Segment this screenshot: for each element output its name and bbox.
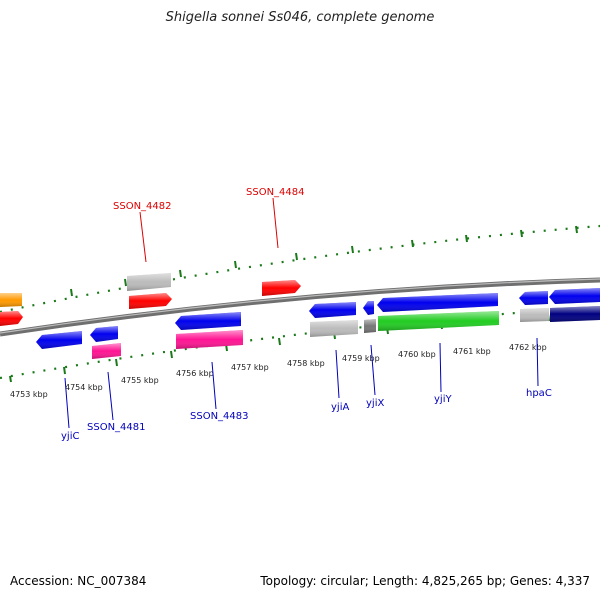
scale-label: 4761 kbp bbox=[453, 347, 491, 356]
gene-label-yjiX[interactable]: yjiX bbox=[366, 398, 384, 409]
scale-label: 4755 kbp bbox=[121, 376, 159, 385]
scale-label: 4760 kbp bbox=[398, 350, 436, 359]
gene-label-SSON_4482[interactable]: SSON_4482 bbox=[113, 201, 172, 212]
gene-label-hpaC[interactable]: hpaC bbox=[526, 388, 552, 399]
leader-hpaC bbox=[536, 337, 539, 387]
leader-yjiC bbox=[64, 377, 70, 429]
leader-yjiA bbox=[335, 349, 340, 399]
scale-label: 4762 kbp bbox=[509, 343, 547, 352]
gene-label-yjiY[interactable]: yjiY bbox=[434, 394, 452, 405]
gene-label-yjiC[interactable]: yjiC bbox=[61, 431, 79, 442]
scale-label: 4758 kbp bbox=[287, 359, 325, 368]
scale-label: 4756 kbp bbox=[176, 369, 214, 378]
scale-labels: 4753 kbp 4754 kbp 4755 kbp 4756 kbp 4757… bbox=[10, 343, 547, 399]
reverse-features bbox=[36, 288, 600, 359]
gene-label-yjiA[interactable]: yjiA bbox=[331, 402, 349, 413]
leader-SSON_4483 bbox=[211, 361, 217, 410]
scale-label: 4757 kbp bbox=[231, 363, 269, 372]
gene-labels: SSON_4482 SSON_4484 yjiC SSON_4481 SSON_… bbox=[61, 187, 552, 442]
forward-features bbox=[0, 273, 301, 326]
leader-yjiY bbox=[439, 342, 442, 393]
label-leaders bbox=[64, 197, 539, 429]
scale-label: 4759 kbp bbox=[342, 354, 380, 363]
scale-label: 4754 kbp bbox=[65, 383, 103, 392]
leader-SSON_4484 bbox=[272, 197, 279, 249]
scale-label: 4753 kbp bbox=[10, 390, 48, 399]
map-title: Shigella sonnei Ss046, complete genome bbox=[165, 10, 435, 25]
genome-summary: Topology: circular; Length: 4,825,265 bp… bbox=[260, 574, 590, 588]
leader-yjiX bbox=[370, 344, 376, 396]
gene-label-SSON_4481[interactable]: SSON_4481 bbox=[87, 422, 146, 433]
genome-backbone bbox=[0, 277, 600, 337]
gene-label-SSON_4483[interactable]: SSON_4483 bbox=[190, 411, 249, 422]
accession-label: Accession: NC_007384 bbox=[10, 574, 147, 588]
gene-label-SSON_4484[interactable]: SSON_4484 bbox=[246, 187, 305, 198]
leader-SSON_4482 bbox=[139, 211, 147, 263]
leader-SSON_4481 bbox=[107, 371, 114, 421]
